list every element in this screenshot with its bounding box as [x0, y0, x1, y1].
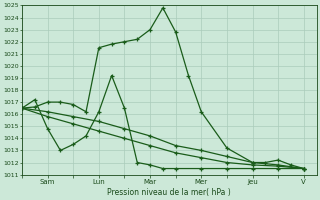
X-axis label: Pression niveau de la mer( hPa ): Pression niveau de la mer( hPa ): [108, 188, 231, 197]
